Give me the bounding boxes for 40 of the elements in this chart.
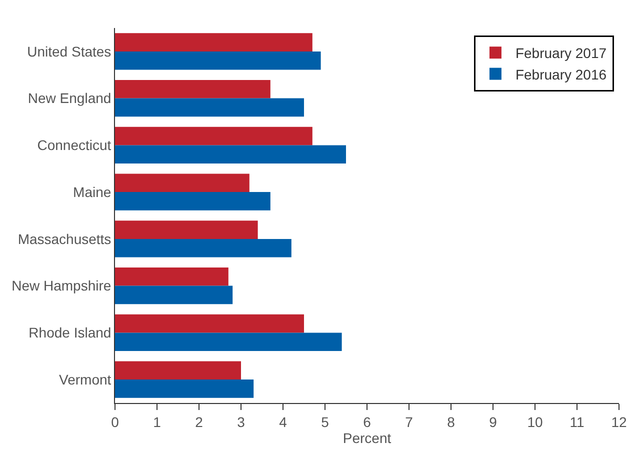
x-tick-label: 9 [489, 414, 498, 430]
bar [115, 332, 342, 351]
x-tick-label: 8 [447, 414, 456, 430]
legend-label: February 2017 [515, 45, 607, 62]
y-tick-label: New Hampshire [12, 278, 112, 294]
x-tick-label: 12 [611, 414, 627, 430]
bar [115, 361, 241, 380]
x-tick-label: 3 [237, 414, 246, 430]
bar [115, 126, 312, 146]
bar [115, 268, 228, 286]
bar [115, 98, 304, 117]
x-tick-label: 1 [153, 414, 162, 430]
bar [115, 192, 270, 210]
y-tick-label: Maine [73, 184, 112, 200]
bar [115, 174, 250, 192]
bar [115, 238, 292, 258]
x-tick-label: 6 [363, 414, 372, 430]
y-tick-label: Vermont [59, 371, 112, 388]
bar [115, 314, 304, 333]
y-tick-label: Massachusetts [18, 230, 112, 247]
bar [115, 33, 312, 52]
x-tick-label: 7 [405, 414, 414, 430]
x-tick-label: 0 [111, 414, 120, 430]
y-tick-label: Connecticut [37, 137, 112, 154]
x-tick-label: 2 [195, 414, 204, 430]
bar [115, 220, 258, 239]
y-tick-label: Rhode Island [28, 324, 112, 341]
x-axis-title: Percent [342, 430, 392, 446]
x-tick-label: 4 [279, 414, 288, 430]
x-tick-label: 10 [527, 414, 543, 430]
x-tick-label: 5 [321, 414, 330, 430]
bar [115, 80, 270, 98]
x-tick-label: 11 [570, 414, 584, 430]
bar [115, 51, 321, 70]
y-tick-label: United States [27, 43, 112, 60]
legend-label: February 2016 [515, 66, 607, 82]
bar [115, 380, 254, 398]
y-tick-label: New England [28, 90, 112, 106]
bar [115, 145, 346, 164]
bar [115, 286, 233, 304]
